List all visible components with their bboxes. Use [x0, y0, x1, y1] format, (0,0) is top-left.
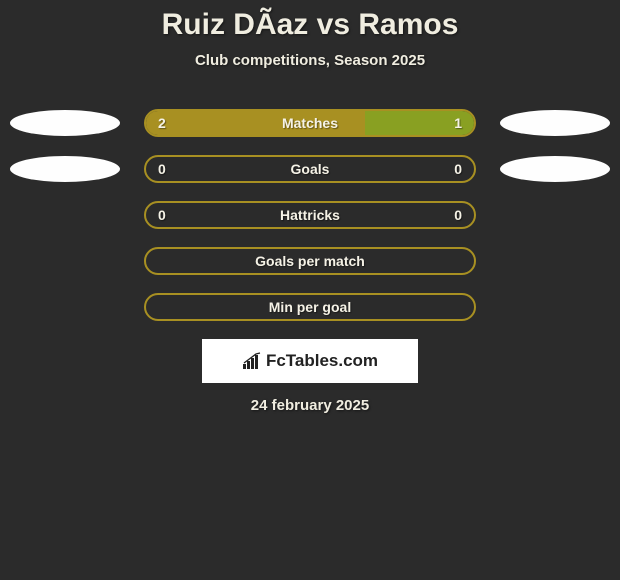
avatar-left: [10, 156, 120, 182]
logo-text: FcTables.com: [242, 351, 378, 371]
stats-card: Ruiz DÃ­az vs Ramos Club competitions, S…: [0, 0, 620, 414]
stat-bar: 00Hattricks: [144, 201, 476, 229]
stat-label: Matches: [146, 111, 474, 135]
logo-box[interactable]: FcTables.com: [202, 339, 418, 383]
stat-bar: 21Matches: [144, 109, 476, 137]
date-line: 24 february 2025: [0, 397, 620, 414]
stat-row: 00Goals: [0, 155, 620, 183]
stat-label: Goals per match: [146, 249, 474, 273]
stat-bar: 00Goals: [144, 155, 476, 183]
stat-bar: Goals per match: [144, 247, 476, 275]
stat-label: Hattricks: [146, 203, 474, 227]
avatar-left: [10, 110, 120, 136]
stat-label: Min per goal: [146, 295, 474, 319]
stat-row: Min per goal: [0, 293, 620, 321]
chart-icon: [242, 352, 262, 370]
stat-bar: Min per goal: [144, 293, 476, 321]
subtitle: Club competitions, Season 2025: [0, 52, 620, 69]
page-title: Ruiz DÃ­az vs Ramos: [0, 8, 620, 42]
stat-row: 21Matches: [0, 109, 620, 137]
logo-label: FcTables.com: [266, 351, 378, 371]
stats-rows: 21Matches 00Goals 00Hattricks Goals per mat…: [0, 109, 620, 321]
stat-row: Goals per match: [0, 247, 620, 275]
stat-label: Goals: [146, 157, 474, 181]
stat-row: 00Hattricks: [0, 201, 620, 229]
avatar-right: [500, 156, 610, 182]
avatar-right: [500, 110, 610, 136]
